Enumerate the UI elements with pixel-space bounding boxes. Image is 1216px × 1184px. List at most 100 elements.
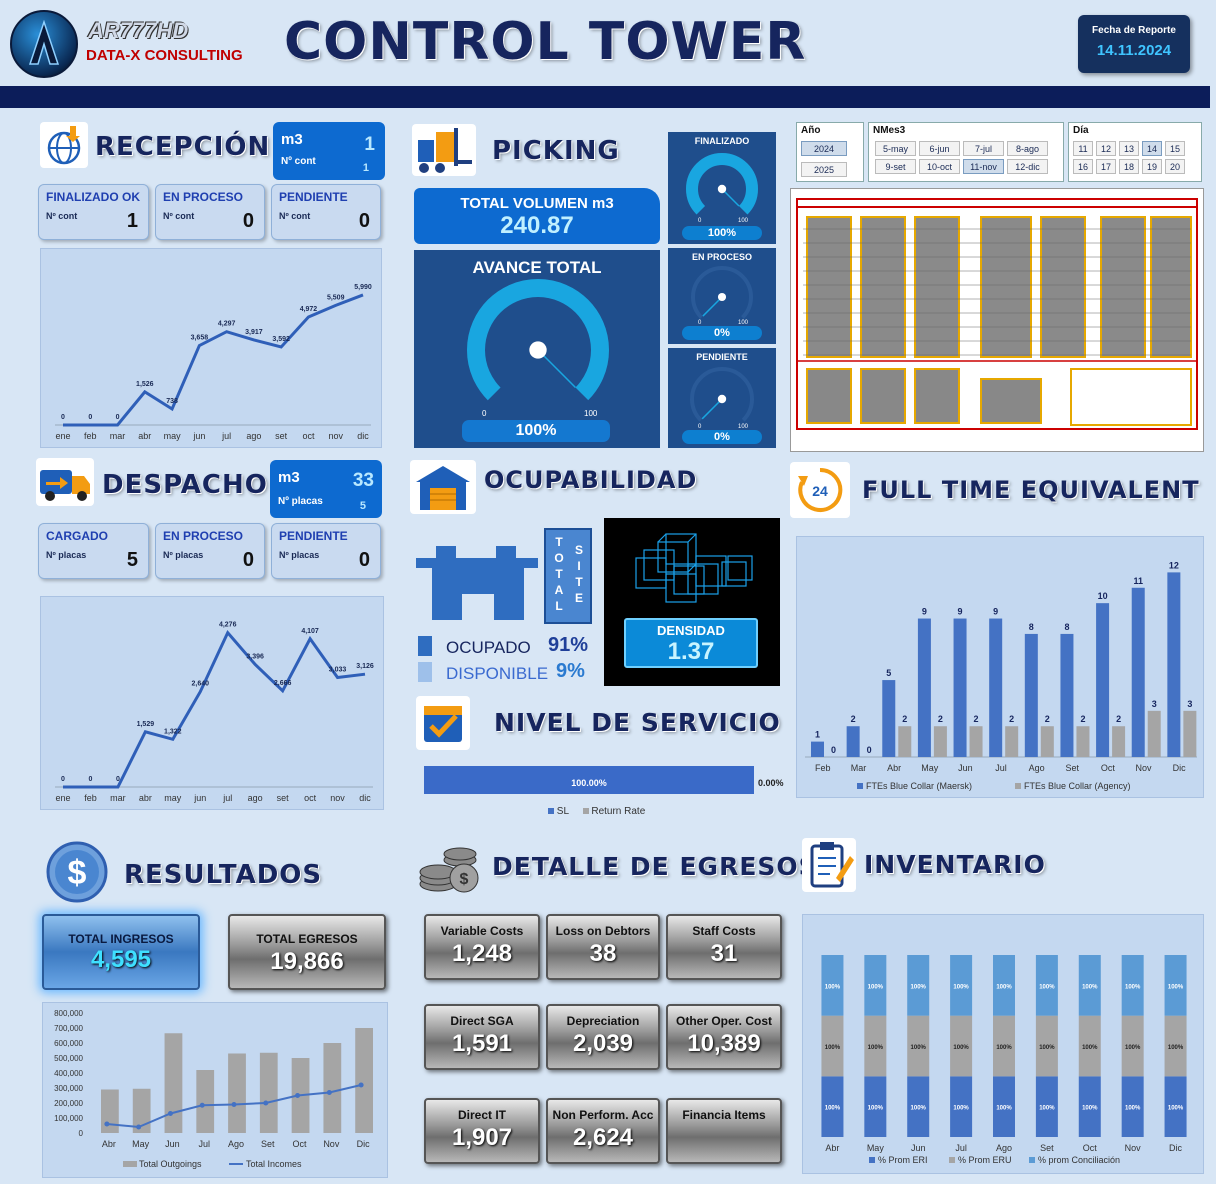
inventory-bar-segment (864, 1015, 887, 1077)
slicer-month-item[interactable]: 10-oct (919, 159, 960, 174)
slicer-day-item[interactable]: 15 (1165, 141, 1185, 156)
total-ingresos-label: TOTAL INGRESOS (68, 932, 174, 946)
fte-title: FULL TIME EQUIVALENT (862, 476, 1200, 504)
map-rack-block (1040, 216, 1086, 358)
total-volumen-label: TOTAL VOLUMEN m3 (460, 195, 614, 212)
data-label: 100% (1125, 1045, 1141, 1051)
slicer-month[interactable]: NMes3 5-may 6-jun 7-jul 8-ago 9-set 10-oct 11-… (868, 122, 1064, 182)
slicer-month-item[interactable]: 8-ago (1007, 141, 1048, 156)
slicer-year-item[interactable]: 2025 (801, 162, 847, 177)
data-label: 3,658 (191, 335, 209, 342)
egreso-staff-costs: Staff Costs 31 (666, 914, 782, 980)
data-label: 0 (89, 776, 93, 783)
slicer-month-item[interactable]: 6-jun (919, 141, 960, 156)
inventory-bar-segment (1035, 1076, 1058, 1137)
svg-text:$: $ (460, 871, 469, 888)
slicer-month-item[interactable]: 7-jul (963, 141, 1004, 156)
data-label: 100% (953, 1106, 969, 1112)
data-label: 5,509 (327, 294, 345, 301)
tick-label: abr (139, 793, 152, 803)
ocupado-pct: 91% (548, 634, 589, 656)
tick-label: jun (192, 431, 205, 441)
data-label: 100% (1082, 1045, 1098, 1051)
gauge-hub (529, 341, 547, 359)
gauge-track (691, 266, 753, 319)
outgoings-bar (228, 1053, 246, 1133)
egreso-direct-it: Direct IT 1,907 (424, 1098, 540, 1164)
y-tick-label: 200,000 (54, 1099, 83, 1108)
slicer-day-item[interactable]: 12 (1096, 141, 1116, 156)
data-label: 100% (1125, 984, 1141, 990)
scale-max: 100 (738, 424, 749, 430)
slicer-year-item[interactable]: 2024 (801, 141, 847, 156)
tick-label: Abr (102, 1139, 116, 1149)
data-label: 100% (825, 984, 841, 990)
slicer-month-item[interactable]: 9-set (875, 159, 916, 174)
tick-label: May (921, 763, 939, 773)
map-rack-block (806, 216, 852, 358)
data-label: 100% (868, 1045, 884, 1051)
tick-label: Oct (293, 1139, 308, 1149)
inventory-bar-segment (1121, 1015, 1144, 1077)
slicer-month-item[interactable]: 12-dic (1007, 159, 1048, 174)
fte-bar (1096, 603, 1110, 757)
sl-bar-label: 100.00% (571, 778, 607, 788)
gauge-hub (717, 292, 727, 302)
data-label: 2 (974, 714, 979, 724)
slicer-month-title: NMes3 (873, 125, 906, 136)
tick-label: Nov (1136, 763, 1153, 773)
picking-title: PICKING (492, 136, 620, 166)
gauge-needle (537, 349, 577, 389)
avance-total-label: AVANCE TOTAL (472, 258, 602, 277)
gauge-hub (717, 184, 727, 194)
incomes-point (231, 1102, 237, 1107)
tick-label: may (164, 793, 182, 803)
inventory-bar-segment (821, 1076, 844, 1137)
gauge-fill (686, 153, 758, 215)
recepcion-card-finalizado: FINALIZADO OK Nº cont 1 (38, 184, 149, 240)
densidad-value: 1.37 (667, 638, 715, 665)
inventory-bar-segment (993, 1015, 1015, 1077)
fte-bar (989, 618, 1003, 757)
slicer-day-item[interactable]: 14 (1142, 141, 1162, 156)
outgoings-bar (101, 1089, 119, 1133)
slicer-month-item[interactable]: 5-may (875, 141, 916, 156)
data-label: 2 (1009, 714, 1014, 724)
avance-total-gauge: AVANCE TOTAL 0 100 100% (414, 250, 660, 448)
slicer-day-item[interactable]: 16 (1073, 159, 1093, 174)
fte-bar (953, 618, 967, 757)
tick-label: Nov (323, 1139, 340, 1149)
data-label: 0 (88, 414, 92, 421)
tick-label: set (277, 793, 290, 803)
data-label: 8 (1064, 622, 1069, 632)
tick-label: ene (55, 793, 70, 803)
y-tick-label: 500,000 (54, 1054, 83, 1063)
data-label: 100% (1168, 1106, 1184, 1112)
slicer-day-item[interactable]: 19 (1142, 159, 1162, 174)
data-label: 100% (1168, 1045, 1184, 1051)
coins-icon: $ (416, 836, 484, 898)
legend-label: FTEs Blue Collar (Maersk) (866, 781, 972, 791)
slicer-month-item[interactable]: 11-nov (963, 159, 1004, 174)
inventory-bar-segment (1078, 1076, 1101, 1137)
slicer-day-item[interactable]: 18 (1119, 159, 1139, 174)
map-stage-area (1070, 368, 1192, 426)
inventory-bar-segment (907, 955, 930, 1016)
slicer-year[interactable]: Año 2024 2025 (796, 122, 864, 182)
slicer-day[interactable]: Día 11 12 13 14 15 16 17 18 19 20 (1068, 122, 1202, 182)
resultados-combo-chart: 800,000 700,000 600,000 500,000 400,000 300,0… (54, 1009, 373, 1169)
tick-label: Set (1066, 763, 1080, 773)
tick-label: may (164, 431, 182, 441)
slicer-day-item[interactable]: 17 (1096, 159, 1116, 174)
outgoings-bar (164, 1033, 183, 1133)
gauge-needle (702, 296, 723, 317)
scale-max: 100 (738, 218, 749, 224)
data-label: 100% (953, 1045, 969, 1051)
data-label: 100% (1082, 984, 1098, 990)
slicer-day-item[interactable]: 20 (1165, 159, 1185, 174)
legend-label: % prom Conciliación (1038, 1155, 1120, 1165)
data-label: 9 (993, 607, 998, 617)
slicer-day-item[interactable]: 13 (1119, 141, 1139, 156)
despacho-title: DESPACHO (102, 470, 268, 500)
slicer-day-item[interactable]: 11 (1073, 141, 1093, 156)
